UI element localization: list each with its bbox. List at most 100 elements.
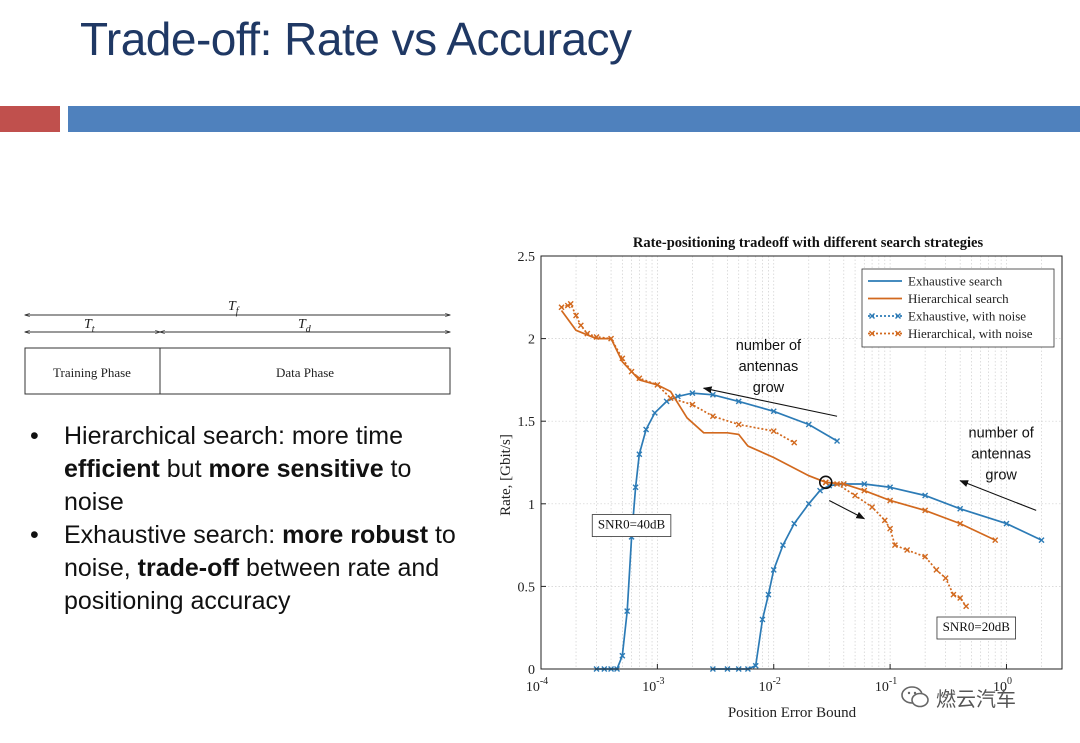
data-point xyxy=(950,591,957,598)
data-point xyxy=(765,591,772,598)
chart-title: Rate-positioning tradeoff with different… xyxy=(633,235,984,251)
annotation-text: SNR0=20dB xyxy=(943,619,1011,634)
bullet-dot-icon: • xyxy=(30,521,39,549)
annotation-box xyxy=(936,616,1016,640)
x-tick-label: 10-4 xyxy=(526,676,548,695)
slide-title: Trade-off: Rate vs Accuracy xyxy=(80,13,632,65)
data-phase-label: Data Phase xyxy=(276,365,334,380)
bullet-item: • Hierarchical search: more time efficie… xyxy=(30,420,470,519)
wechat-icon xyxy=(901,686,929,708)
annotation-text: number of xyxy=(969,426,1035,442)
bullet-text: Exhaustive search: more robust to noise,… xyxy=(64,521,456,615)
data-point xyxy=(861,487,868,494)
annotation-arrow xyxy=(702,386,838,417)
data-point xyxy=(759,616,766,623)
y-tick-label: 2.5 xyxy=(518,250,536,265)
y-tick-label: 0.5 xyxy=(518,580,536,595)
data-point xyxy=(689,401,696,408)
bullet-item: • Exhaustive search: more robust to nois… xyxy=(30,519,470,618)
tt-label: Tt xyxy=(84,317,95,335)
data-point xyxy=(992,537,999,544)
y-axis-label: Rate, [Gbit/s] xyxy=(498,434,514,516)
y-tick-label: 0 xyxy=(528,663,535,678)
watermark-text: 燃云汽车 xyxy=(936,686,1016,711)
annotation-text: SNR0=40dB xyxy=(598,517,666,532)
legend-item: Exhaustive, with noise xyxy=(868,309,1026,324)
data-point xyxy=(735,421,742,428)
data-point xyxy=(593,333,600,340)
data-point xyxy=(887,525,894,532)
data-point xyxy=(822,479,829,486)
plot-frame xyxy=(540,255,1063,670)
data-point xyxy=(933,566,940,573)
legend-item: Exhaustive search xyxy=(868,274,1003,289)
x-tick-label: 10-2 xyxy=(759,676,781,695)
data-point xyxy=(922,492,929,499)
data-point xyxy=(922,507,929,514)
data-point xyxy=(654,381,661,388)
data-point xyxy=(770,566,777,573)
data-point xyxy=(852,492,859,499)
data-point xyxy=(619,652,626,659)
annotation-text: grow xyxy=(985,468,1017,484)
data-point xyxy=(1038,537,1045,544)
data-point xyxy=(573,312,580,319)
data-point xyxy=(1003,520,1010,527)
bullet-part-bold: more robust xyxy=(282,521,429,549)
training-phase-box xyxy=(24,347,161,395)
series-line-hier40n xyxy=(561,302,795,444)
data-point xyxy=(558,304,565,311)
data-point xyxy=(834,438,841,445)
data-point xyxy=(891,542,898,549)
data-point xyxy=(584,330,591,337)
annotation-text: antennas xyxy=(971,447,1031,463)
data-point xyxy=(770,408,777,415)
watermark: 燃云汽车 xyxy=(900,680,1070,714)
legend-label: Exhaustive search xyxy=(908,274,1003,289)
data-point xyxy=(840,480,847,487)
data-point xyxy=(709,413,716,420)
data-point xyxy=(667,395,674,402)
annotation-arrow xyxy=(959,480,1037,511)
bullet-text: Hierarchical search: more time efficient… xyxy=(64,422,411,516)
annotation-text: antennas xyxy=(739,359,799,375)
data-point xyxy=(963,603,970,610)
x-tick-label: 10-1 xyxy=(875,676,897,695)
bullet-part: to noise, xyxy=(64,521,456,582)
data-point xyxy=(674,393,681,400)
data-point xyxy=(791,520,798,527)
y-tick-label: 1 xyxy=(528,498,535,513)
data-point xyxy=(619,355,626,362)
data-point xyxy=(636,375,643,382)
bullet-part: Exhaustive search: xyxy=(64,521,283,549)
title-bar xyxy=(68,106,1080,132)
legend-label: Hierarchical search xyxy=(908,291,1009,306)
td-label: Td xyxy=(298,317,312,335)
rate-positioning-chart: Rate-positioning tradeoff with different… xyxy=(498,235,1063,721)
bullet-part-bold: more sensitive xyxy=(208,455,384,483)
tf-label: Tf xyxy=(228,299,240,317)
data-point xyxy=(643,426,650,433)
y-tick-label: 1.5 xyxy=(518,415,536,430)
bullet-dot-icon: • xyxy=(30,422,39,450)
data-point xyxy=(861,480,868,487)
bullet-part: between rate and positioning accuracy xyxy=(64,554,440,615)
data-point xyxy=(577,322,584,329)
data-point xyxy=(957,594,964,601)
legend-label: Exhaustive, with noise xyxy=(908,309,1026,324)
data-phase-box xyxy=(159,347,451,395)
data-point xyxy=(770,428,777,435)
y-tick-label: 2 xyxy=(528,333,535,348)
bullet-part: Hierarchical search: more time xyxy=(64,422,403,450)
legend-label: Hierarchical, with noise xyxy=(908,326,1033,341)
data-point xyxy=(752,662,759,669)
data-point xyxy=(628,368,635,375)
data-point xyxy=(608,335,615,342)
crossover-circle xyxy=(818,475,833,490)
data-point xyxy=(922,553,929,560)
data-point xyxy=(567,300,574,307)
data-point xyxy=(651,409,658,416)
training-phase-label: Training Phase xyxy=(53,365,131,380)
data-point xyxy=(632,484,639,491)
x-tick-label: 10-3 xyxy=(642,676,664,695)
